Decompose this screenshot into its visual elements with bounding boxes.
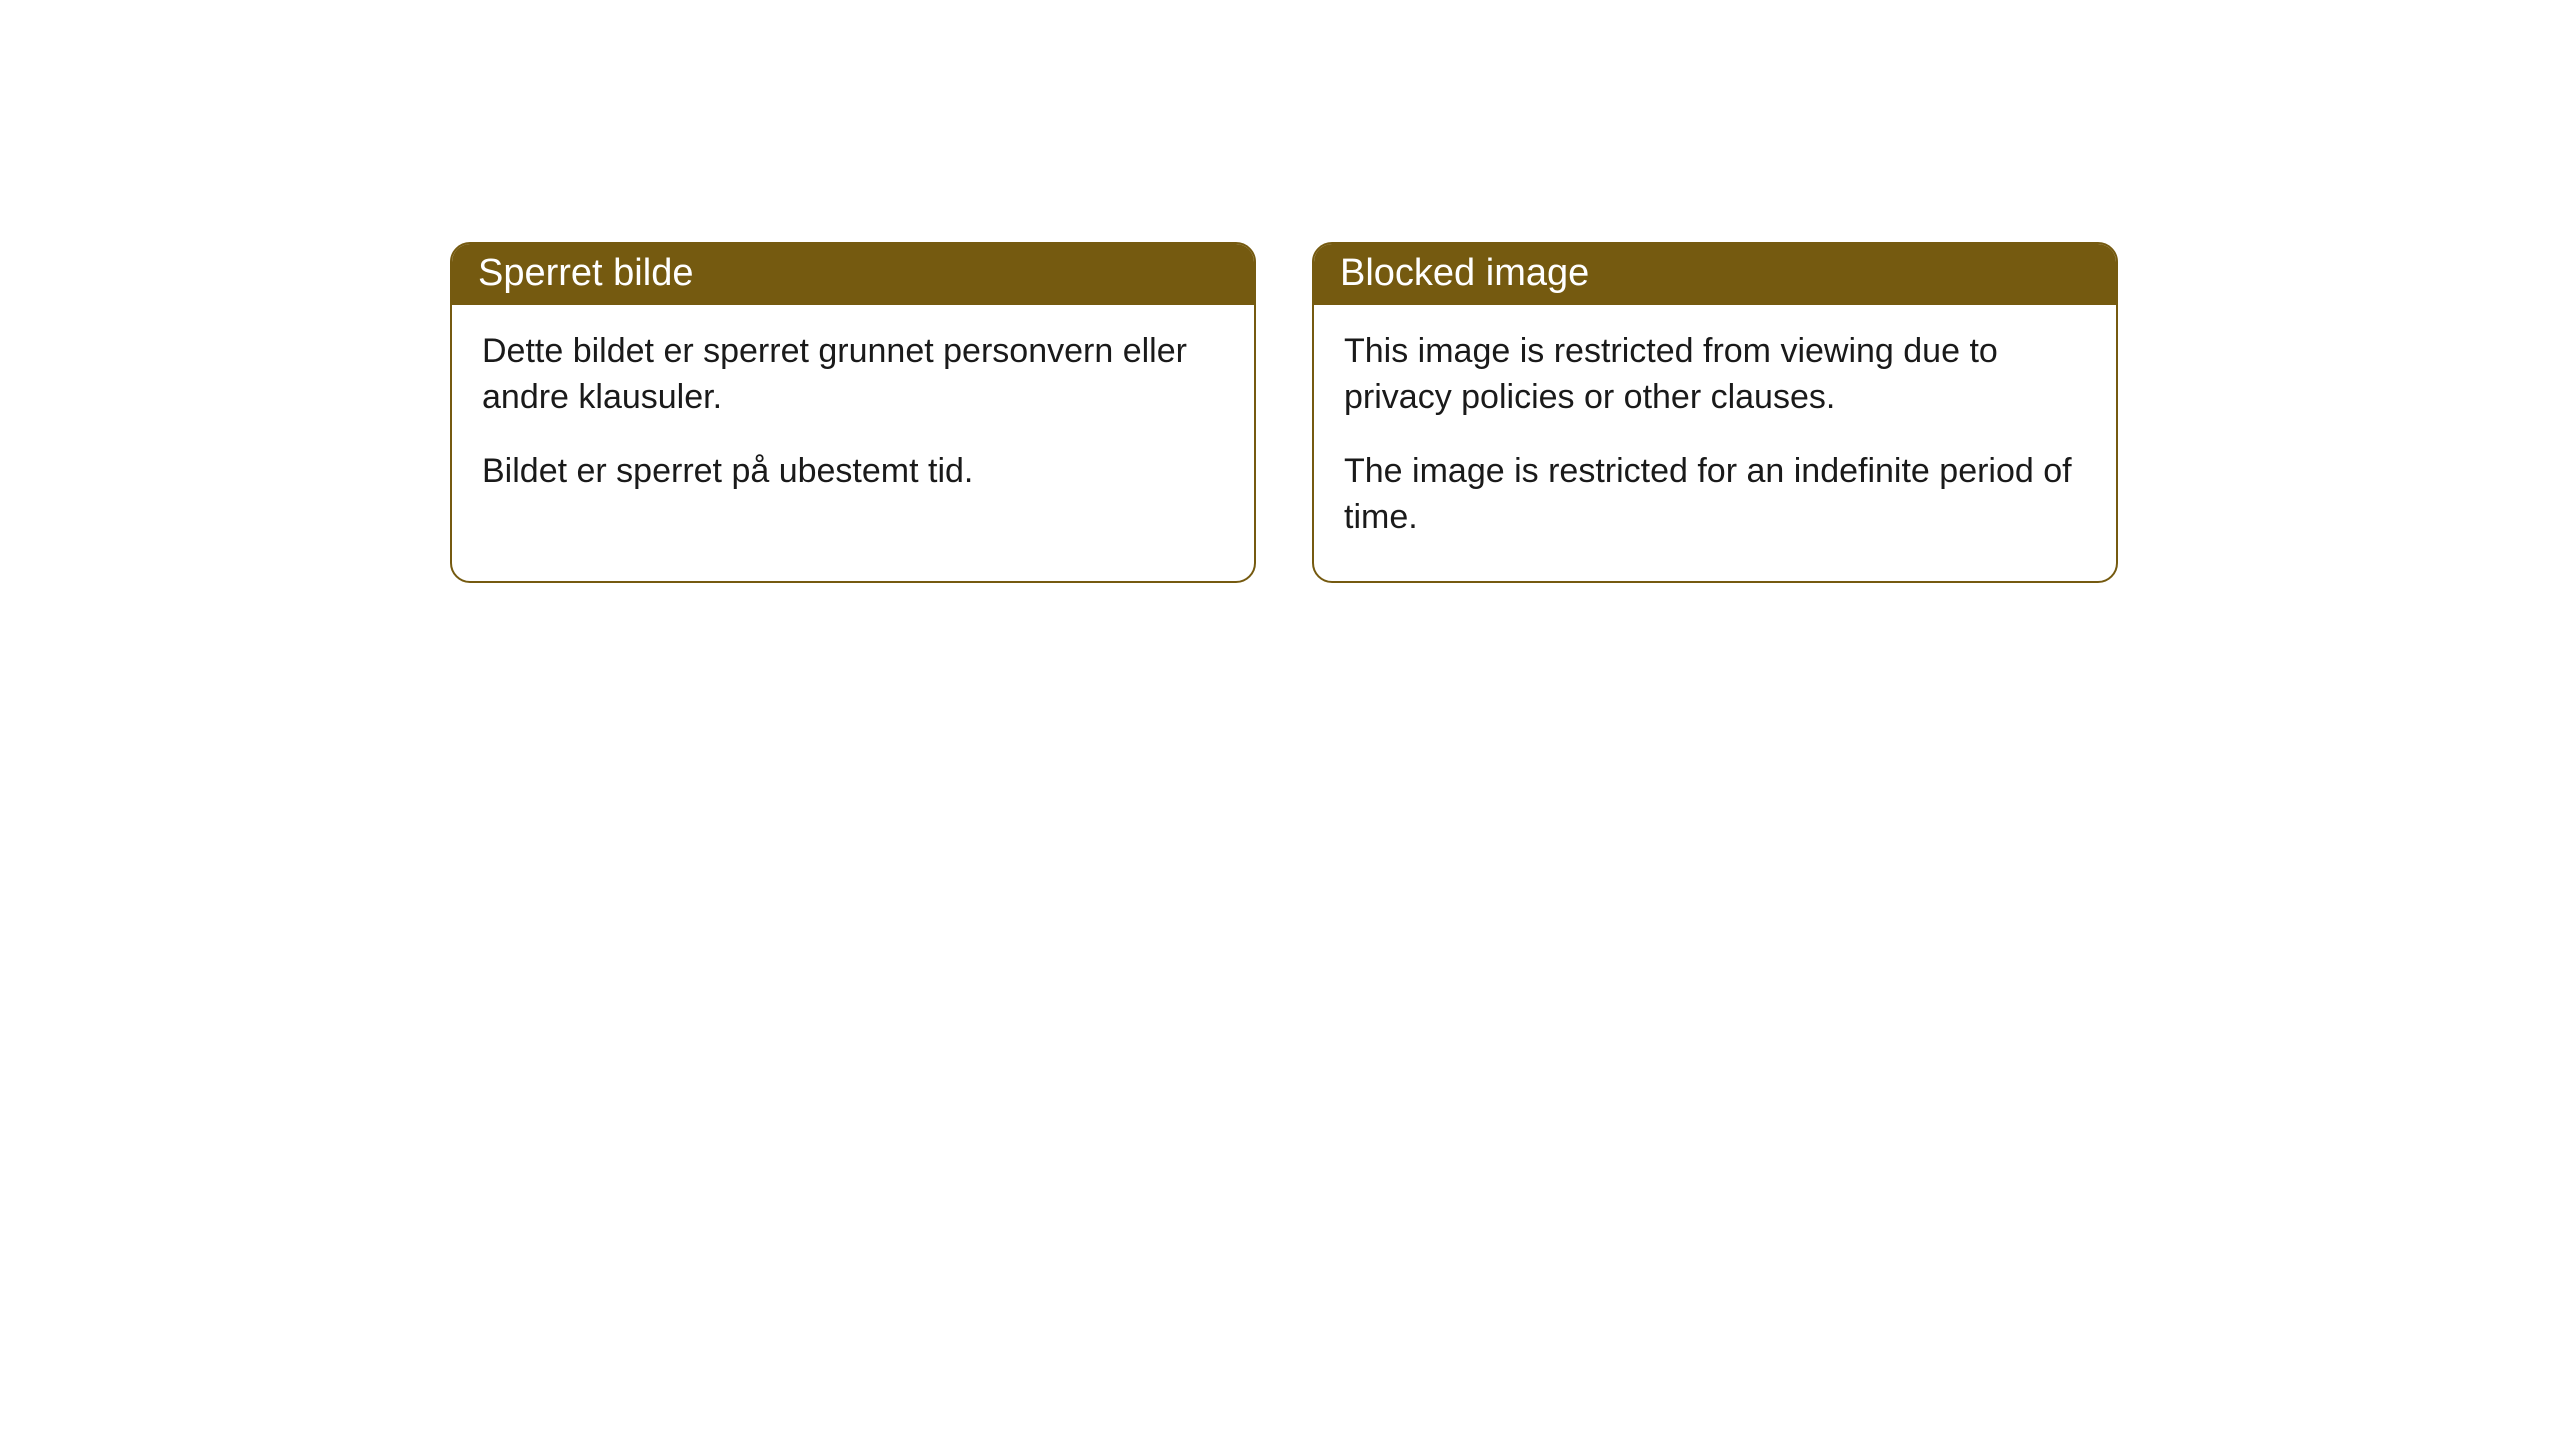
card-title: Blocked image [1340,252,1589,294]
card-header-english: Blocked image [1314,244,2116,305]
card-paragraph: Bildet er sperret på ubestemt tid. [482,449,1224,495]
cards-container: Sperret bilde Dette bildet er sperret gr… [450,242,2118,583]
card-body-norwegian: Dette bildet er sperret grunnet personve… [452,305,1254,535]
card-norwegian: Sperret bilde Dette bildet er sperret gr… [450,242,1256,583]
card-paragraph: The image is restricted for an indefinit… [1344,449,2086,541]
card-header-norwegian: Sperret bilde [452,244,1254,305]
card-paragraph: This image is restricted from viewing du… [1344,329,2086,421]
card-title: Sperret bilde [478,252,693,294]
card-english: Blocked image This image is restricted f… [1312,242,2118,583]
card-body-english: This image is restricted from viewing du… [1314,305,2116,581]
card-paragraph: Dette bildet er sperret grunnet personve… [482,329,1224,421]
